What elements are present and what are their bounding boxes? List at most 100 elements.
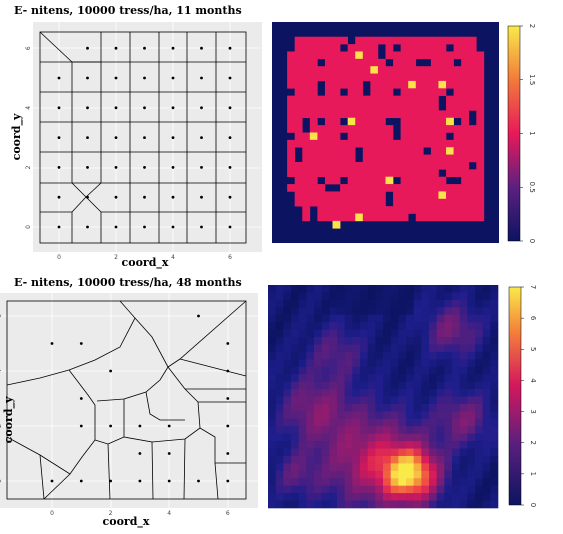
heatmap-cell	[385, 36, 394, 45]
heatmap-cell	[275, 307, 284, 316]
heatmap-cell	[352, 448, 361, 457]
heatmap-cell	[302, 103, 311, 111]
heatmap-cell	[393, 80, 401, 89]
heatmap-cell	[317, 132, 326, 141]
heatmap-cell	[370, 154, 379, 163]
heatmap-cell	[298, 500, 307, 509]
y-tick-label: 2	[25, 165, 32, 169]
panel-1-title: E- nitens, 10000 tress/ha, 11 months	[14, 4, 242, 17]
heatmap-cell	[421, 307, 430, 316]
heatmap-cell	[309, 80, 318, 89]
heatmap-cell	[268, 403, 276, 412]
heatmap-cell	[452, 433, 460, 442]
heatmap-cell	[413, 433, 422, 442]
heatmap-cell	[461, 44, 470, 52]
heatmap-cell	[383, 455, 391, 464]
heatmap-cell	[400, 176, 409, 185]
heatmap-cell	[461, 110, 470, 119]
heatmap-cell	[438, 51, 447, 60]
heatmap-cell	[302, 139, 311, 148]
heatmap-cell	[475, 292, 483, 301]
heatmap-cell	[421, 299, 430, 308]
heatmap-cell	[309, 176, 318, 185]
heatmap-cell	[360, 418, 368, 427]
heatmap-cell	[413, 374, 422, 382]
heatmap-cell	[413, 292, 422, 301]
tree-point	[109, 424, 112, 428]
heatmap-cell	[352, 485, 361, 494]
heatmap-cell	[291, 418, 299, 427]
heatmap-cell	[408, 51, 417, 60]
heatmap-cell	[467, 359, 476, 368]
heatmap-cell	[291, 292, 299, 301]
heatmap-cell	[329, 337, 338, 345]
heatmap-cell	[283, 292, 292, 301]
heatmap-cell	[306, 329, 315, 338]
heatmap-cell	[415, 117, 424, 126]
heatmap-cell	[429, 418, 437, 427]
heatmap-cell	[393, 184, 401, 192]
heatmap-cell	[398, 493, 407, 501]
heatmap-cell	[375, 366, 384, 375]
heatmap-cell	[298, 441, 307, 449]
heatmap-cell	[298, 426, 307, 434]
heatmap-cell	[385, 73, 394, 82]
heatmap-cell	[385, 169, 394, 177]
heatmap-cell	[476, 66, 485, 74]
heatmap-cell	[438, 44, 447, 52]
heatmap-cell	[461, 73, 470, 82]
heatmap-cell	[298, 307, 307, 316]
heatmap-cell	[360, 299, 368, 308]
heatmap-cell	[482, 463, 491, 472]
heatmap-cell	[317, 44, 326, 52]
tree-point	[109, 369, 112, 373]
tree-point	[86, 76, 89, 80]
heatmap-cell	[423, 198, 432, 207]
heatmap-cell	[347, 191, 356, 200]
heatmap-cell	[436, 433, 445, 442]
heatmap-cell	[415, 191, 424, 200]
heatmap-cell	[383, 285, 391, 293]
heatmap-cell	[355, 125, 364, 133]
heatmap-cell	[352, 285, 361, 293]
heatmap-cell	[347, 198, 356, 207]
heatmap-cell	[355, 66, 364, 74]
heatmap-cell	[287, 51, 295, 60]
heatmap-cell	[398, 470, 407, 479]
heatmap-cell	[332, 51, 341, 60]
heatmap-cell	[482, 359, 491, 368]
tree-point	[114, 166, 118, 169]
heatmap-cell	[294, 198, 303, 207]
heatmap-cell	[324, 213, 333, 222]
heatmap-cell	[490, 344, 499, 353]
heatmap-cell	[430, 206, 439, 214]
heatmap-cell	[291, 351, 299, 360]
heatmap-cell	[430, 191, 439, 200]
colorbar-tick-label: 1	[529, 472, 537, 476]
heatmap-cell	[390, 500, 399, 509]
heatmap-cell	[413, 351, 422, 360]
heatmap-cell	[347, 117, 356, 126]
heatmap-cell	[452, 389, 460, 397]
heatmap-cell	[467, 292, 476, 301]
x-tick-label: 4	[171, 254, 175, 261]
heatmap-cell	[423, 80, 432, 89]
heatmap-cell	[490, 396, 499, 405]
heatmap-cell	[461, 95, 470, 104]
heatmap-cell	[360, 329, 368, 338]
heatmap-cell	[283, 389, 292, 397]
heatmap-cell	[452, 478, 460, 486]
heatmap-cell	[438, 154, 447, 163]
heatmap-cell	[415, 184, 424, 192]
heatmap-cell	[430, 161, 439, 170]
heatmap-cell	[367, 411, 376, 420]
heatmap-cell	[390, 285, 399, 293]
heatmap-cell	[309, 73, 318, 82]
heatmap-cell	[383, 463, 391, 472]
heatmap-cell	[438, 58, 447, 67]
heatmap-cell	[393, 206, 401, 214]
heatmap-cell	[344, 359, 353, 368]
heatmap-cell	[436, 359, 445, 368]
heatmap-cell	[421, 389, 430, 397]
heatmap-cell	[375, 307, 384, 316]
